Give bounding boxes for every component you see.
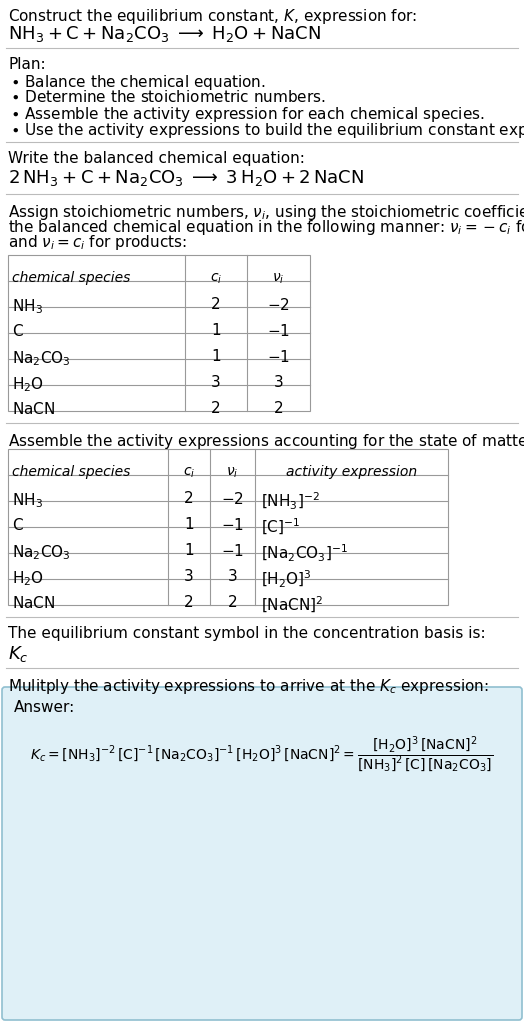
Text: $-1$: $-1$ bbox=[267, 349, 290, 366]
Text: 2: 2 bbox=[211, 297, 221, 312]
Text: 1: 1 bbox=[211, 349, 221, 364]
Text: $-1$: $-1$ bbox=[221, 543, 244, 560]
Text: $[\mathrm{NaCN}]^2$: $[\mathrm{NaCN}]^2$ bbox=[261, 595, 323, 616]
Text: $-1$: $-1$ bbox=[267, 323, 290, 339]
Text: 3: 3 bbox=[274, 375, 283, 390]
Text: Answer:: Answer: bbox=[14, 700, 75, 715]
Text: $\mathrm{Na_2CO_3}$: $\mathrm{Na_2CO_3}$ bbox=[12, 543, 71, 562]
Text: $\bullet$ Balance the chemical equation.: $\bullet$ Balance the chemical equation. bbox=[10, 72, 266, 92]
Text: 1: 1 bbox=[211, 323, 221, 338]
Text: Plan:: Plan: bbox=[8, 57, 46, 72]
Text: $\mathrm{NaCN}$: $\mathrm{NaCN}$ bbox=[12, 595, 55, 612]
Text: activity expression: activity expression bbox=[286, 466, 417, 479]
Text: 2: 2 bbox=[211, 401, 221, 417]
Text: 2: 2 bbox=[184, 491, 194, 506]
Text: Mulitply the activity expressions to arrive at the $K_c$ expression:: Mulitply the activity expressions to arr… bbox=[8, 677, 489, 696]
Text: and $\nu_i = c_i$ for products:: and $\nu_i = c_i$ for products: bbox=[8, 233, 187, 252]
Text: Assemble the activity expressions accounting for the state of matter and $\nu_i$: Assemble the activity expressions accoun… bbox=[8, 432, 524, 451]
FancyBboxPatch shape bbox=[2, 687, 522, 1020]
Text: $2\,\mathrm{NH_3} + \mathrm{C} + \mathrm{Na_2CO_3} \;\longrightarrow\; 3\,\mathr: $2\,\mathrm{NH_3} + \mathrm{C} + \mathrm… bbox=[8, 168, 364, 188]
Text: $\mathrm{C}$: $\mathrm{C}$ bbox=[12, 517, 24, 533]
Text: 2: 2 bbox=[184, 595, 194, 611]
Text: $-2$: $-2$ bbox=[221, 491, 244, 507]
Text: $-1$: $-1$ bbox=[221, 517, 244, 533]
Text: $\mathrm{NH_3}$: $\mathrm{NH_3}$ bbox=[12, 491, 43, 509]
Text: $K_c$: $K_c$ bbox=[8, 644, 29, 664]
Bar bbox=[8, 255, 310, 411]
Text: 2: 2 bbox=[228, 595, 237, 611]
Text: chemical species: chemical species bbox=[12, 466, 130, 479]
Text: $\bullet$ Determine the stoichiometric numbers.: $\bullet$ Determine the stoichiometric n… bbox=[10, 89, 326, 105]
Text: 3: 3 bbox=[211, 375, 221, 390]
Text: the balanced chemical equation in the following manner: $\nu_i = -c_i$ for react: the balanced chemical equation in the fo… bbox=[8, 218, 524, 237]
Text: $K_c = [\mathrm{NH_3}]^{-2}\,[\mathrm{C}]^{-1}\,[\mathrm{Na_2CO_3}]^{-1}\,[\math: $K_c = [\mathrm{NH_3}]^{-2}\,[\mathrm{C}… bbox=[30, 735, 494, 775]
Text: $-2$: $-2$ bbox=[267, 297, 290, 313]
Text: The equilibrium constant symbol in the concentration basis is:: The equilibrium constant symbol in the c… bbox=[8, 626, 486, 641]
Text: 2: 2 bbox=[274, 401, 283, 417]
Bar bbox=[8, 449, 448, 605]
Text: $c_i$: $c_i$ bbox=[183, 466, 195, 480]
Text: $[\mathrm{H_2O}]^3$: $[\mathrm{H_2O}]^3$ bbox=[261, 569, 312, 590]
Text: $[\mathrm{Na_2CO_3}]^{-1}$: $[\mathrm{Na_2CO_3}]^{-1}$ bbox=[261, 543, 348, 565]
Text: $\mathrm{H_2O}$: $\mathrm{H_2O}$ bbox=[12, 375, 44, 394]
Text: $\bullet$ Use the activity expressions to build the equilibrium constant express: $\bullet$ Use the activity expressions t… bbox=[10, 121, 524, 140]
Text: $\mathrm{NaCN}$: $\mathrm{NaCN}$ bbox=[12, 401, 55, 418]
Text: $\bullet$ Assemble the activity expression for each chemical species.: $\bullet$ Assemble the activity expressi… bbox=[10, 105, 485, 124]
Text: $\mathrm{C}$: $\mathrm{C}$ bbox=[12, 323, 24, 339]
Text: 3: 3 bbox=[184, 569, 194, 584]
Text: 1: 1 bbox=[184, 517, 194, 532]
Text: 1: 1 bbox=[184, 543, 194, 558]
Text: $[\mathrm{NH_3}]^{-2}$: $[\mathrm{NH_3}]^{-2}$ bbox=[261, 491, 320, 513]
Text: $\mathrm{NH_3}$: $\mathrm{NH_3}$ bbox=[12, 297, 43, 315]
Text: chemical species: chemical species bbox=[12, 272, 130, 285]
Text: $\mathrm{H_2O}$: $\mathrm{H_2O}$ bbox=[12, 569, 44, 588]
Text: $\nu_i$: $\nu_i$ bbox=[226, 466, 239, 480]
Text: Assign stoichiometric numbers, $\nu_i$, using the stoichiometric coefficients, $: Assign stoichiometric numbers, $\nu_i$, … bbox=[8, 203, 524, 222]
Text: $\nu_i$: $\nu_i$ bbox=[272, 272, 285, 286]
Text: 3: 3 bbox=[227, 569, 237, 584]
Text: Write the balanced chemical equation:: Write the balanced chemical equation: bbox=[8, 151, 305, 166]
Text: $\mathrm{NH_3} + \mathrm{C} + \mathrm{Na_2CO_3} \;\longrightarrow\; \mathrm{H_2O: $\mathrm{NH_3} + \mathrm{C} + \mathrm{Na… bbox=[8, 25, 321, 44]
Text: $\mathrm{Na_2CO_3}$: $\mathrm{Na_2CO_3}$ bbox=[12, 349, 71, 368]
Text: Construct the equilibrium constant, $K$, expression for:: Construct the equilibrium constant, $K$,… bbox=[8, 7, 417, 26]
Text: $c_i$: $c_i$ bbox=[210, 272, 222, 286]
Text: $[\mathrm{C}]^{-1}$: $[\mathrm{C}]^{-1}$ bbox=[261, 517, 300, 537]
